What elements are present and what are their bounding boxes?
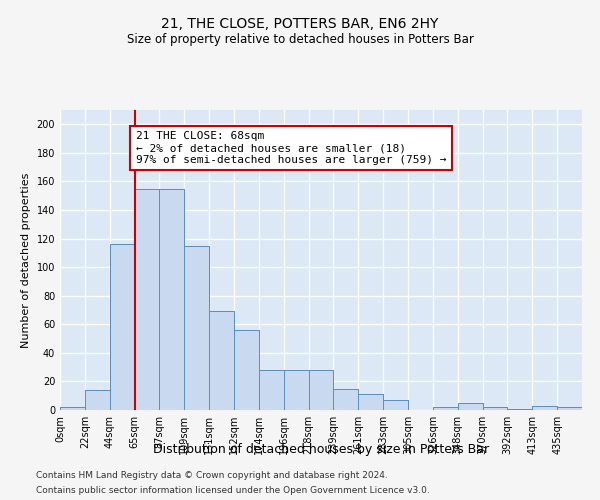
Bar	[433, 407, 458, 410]
Bar	[209, 312, 234, 410]
Bar	[532, 406, 557, 410]
Text: 21, THE CLOSE, POTTERS BAR, EN6 2HY: 21, THE CLOSE, POTTERS BAR, EN6 2HY	[161, 18, 439, 32]
Bar	[557, 407, 582, 410]
Bar	[308, 370, 334, 410]
Text: Size of property relative to detached houses in Potters Bar: Size of property relative to detached ho…	[127, 32, 473, 46]
Bar	[60, 407, 85, 410]
Bar	[234, 330, 259, 410]
Bar	[458, 403, 482, 410]
Bar	[482, 407, 508, 410]
Bar	[234, 330, 259, 410]
Bar	[557, 407, 582, 410]
Bar	[110, 244, 134, 410]
Bar	[134, 188, 160, 410]
Bar	[259, 370, 284, 410]
Text: 21 THE CLOSE: 68sqm
← 2% of detached houses are smaller (18)
97% of semi-detache: 21 THE CLOSE: 68sqm ← 2% of detached hou…	[136, 132, 446, 164]
Bar	[482, 407, 508, 410]
Text: Contains public sector information licensed under the Open Government Licence v3: Contains public sector information licen…	[36, 486, 430, 495]
Bar	[160, 188, 184, 410]
Text: Contains HM Land Registry data © Crown copyright and database right 2024.: Contains HM Land Registry data © Crown c…	[36, 471, 388, 480]
Bar	[532, 406, 557, 410]
Bar	[85, 390, 110, 410]
Text: Distribution of detached houses by size in Potters Bar: Distribution of detached houses by size …	[153, 442, 489, 456]
Bar	[508, 408, 532, 410]
Bar	[458, 403, 482, 410]
Bar	[160, 188, 184, 410]
Bar	[60, 407, 85, 410]
Bar	[334, 388, 358, 410]
Bar	[284, 370, 308, 410]
Bar	[134, 188, 160, 410]
Bar	[184, 246, 209, 410]
Bar	[85, 390, 110, 410]
Y-axis label: Number of detached properties: Number of detached properties	[21, 172, 31, 348]
Bar	[358, 394, 383, 410]
Bar	[184, 246, 209, 410]
Bar	[110, 244, 134, 410]
Bar	[508, 408, 532, 410]
Bar	[334, 388, 358, 410]
Bar	[259, 370, 284, 410]
Bar	[383, 400, 408, 410]
Bar	[284, 370, 308, 410]
Bar	[358, 394, 383, 410]
Bar	[433, 407, 458, 410]
Bar	[209, 312, 234, 410]
Bar	[383, 400, 408, 410]
Bar	[308, 370, 334, 410]
